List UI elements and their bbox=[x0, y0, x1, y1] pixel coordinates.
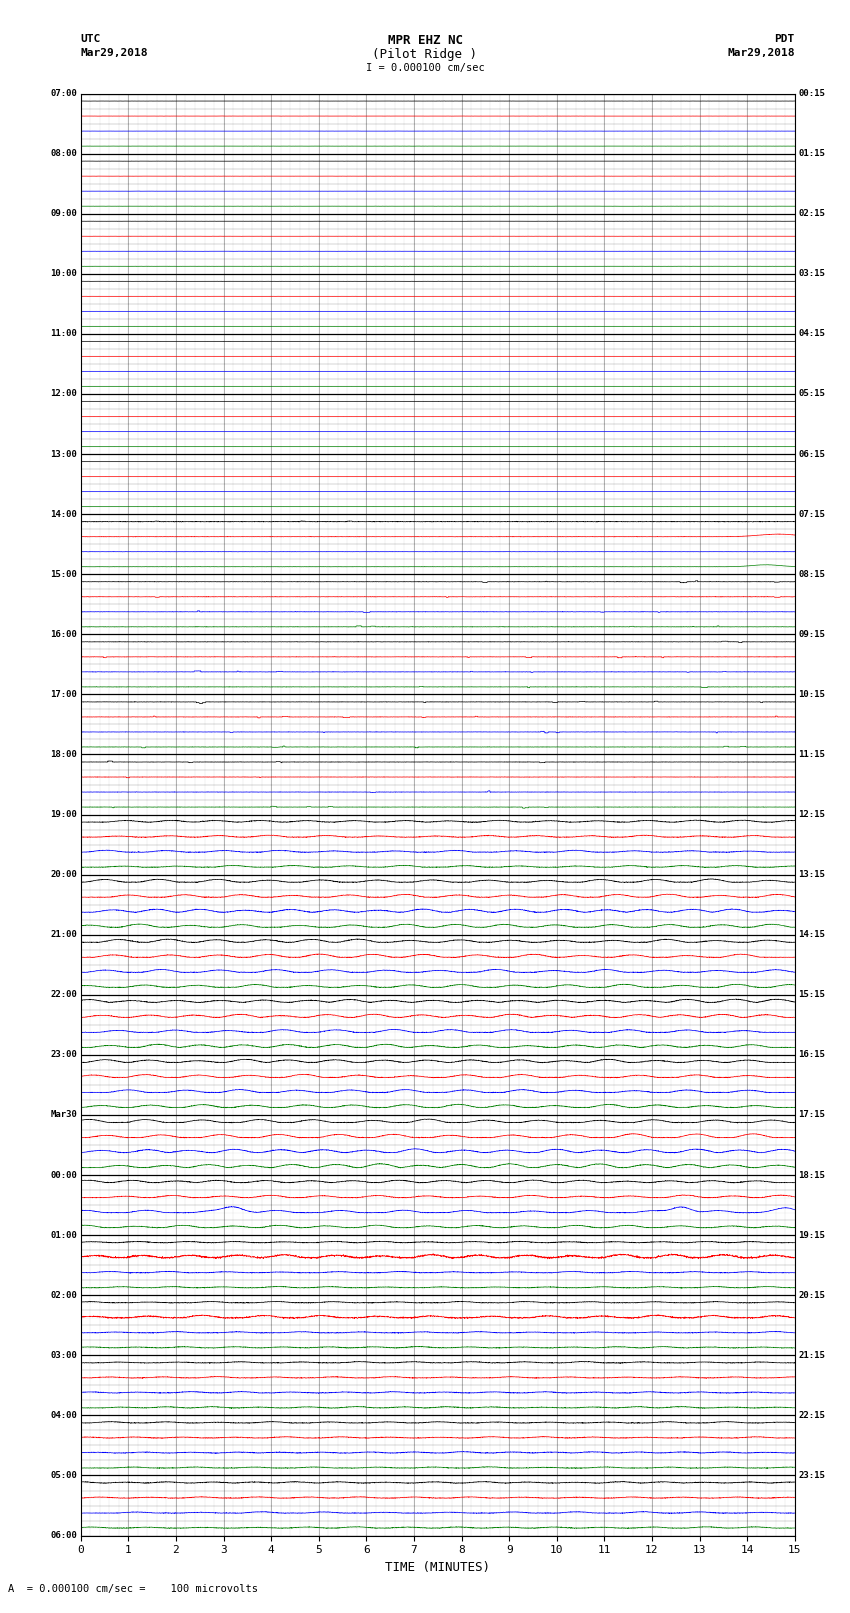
Text: 02:00: 02:00 bbox=[50, 1290, 77, 1300]
Text: 01:15: 01:15 bbox=[798, 148, 825, 158]
Text: UTC: UTC bbox=[81, 34, 101, 44]
Text: 22:15: 22:15 bbox=[798, 1411, 825, 1419]
X-axis label: TIME (MINUTES): TIME (MINUTES) bbox=[385, 1561, 490, 1574]
Text: 16:15: 16:15 bbox=[798, 1050, 825, 1060]
Text: 13:15: 13:15 bbox=[798, 869, 825, 879]
Text: 06:15: 06:15 bbox=[798, 450, 825, 458]
Text: 20:00: 20:00 bbox=[50, 869, 77, 879]
Text: 07:00: 07:00 bbox=[50, 89, 77, 98]
Text: 10:00: 10:00 bbox=[50, 269, 77, 279]
Text: 00:00: 00:00 bbox=[50, 1171, 77, 1179]
Text: 18:00: 18:00 bbox=[50, 750, 77, 760]
Text: 15:15: 15:15 bbox=[798, 990, 825, 1000]
Text: 09:15: 09:15 bbox=[798, 629, 825, 639]
Text: 04:15: 04:15 bbox=[798, 329, 825, 339]
Text: 19:15: 19:15 bbox=[798, 1231, 825, 1240]
Text: 01:00: 01:00 bbox=[50, 1231, 77, 1240]
Text: 10:15: 10:15 bbox=[798, 690, 825, 698]
Text: 14:00: 14:00 bbox=[50, 510, 77, 519]
Text: 22:00: 22:00 bbox=[50, 990, 77, 1000]
Text: 14:15: 14:15 bbox=[798, 931, 825, 939]
Text: 03:15: 03:15 bbox=[798, 269, 825, 279]
Text: MPR EHZ NC: MPR EHZ NC bbox=[388, 34, 462, 47]
Text: 13:00: 13:00 bbox=[50, 450, 77, 458]
Text: 12:00: 12:00 bbox=[50, 389, 77, 398]
Text: 23:15: 23:15 bbox=[798, 1471, 825, 1481]
Text: 11:15: 11:15 bbox=[798, 750, 825, 760]
Text: (Pilot Ridge ): (Pilot Ridge ) bbox=[372, 48, 478, 61]
Text: 15:00: 15:00 bbox=[50, 569, 77, 579]
Text: PDT: PDT bbox=[774, 34, 795, 44]
Text: 08:00: 08:00 bbox=[50, 148, 77, 158]
Text: 11:00: 11:00 bbox=[50, 329, 77, 339]
Text: Mar29,2018: Mar29,2018 bbox=[728, 48, 795, 58]
Text: 00:15: 00:15 bbox=[798, 89, 825, 98]
Text: 09:00: 09:00 bbox=[50, 210, 77, 218]
Text: 07:15: 07:15 bbox=[798, 510, 825, 519]
Text: 05:00: 05:00 bbox=[50, 1471, 77, 1481]
Text: 05:15: 05:15 bbox=[798, 389, 825, 398]
Text: 18:15: 18:15 bbox=[798, 1171, 825, 1179]
Text: 21:15: 21:15 bbox=[798, 1350, 825, 1360]
Text: 19:00: 19:00 bbox=[50, 810, 77, 819]
Text: Mar30: Mar30 bbox=[50, 1110, 77, 1119]
Text: 16:00: 16:00 bbox=[50, 629, 77, 639]
Text: 12:15: 12:15 bbox=[798, 810, 825, 819]
Text: 21:00: 21:00 bbox=[50, 931, 77, 939]
Text: I = 0.000100 cm/sec: I = 0.000100 cm/sec bbox=[366, 63, 484, 73]
Text: 03:00: 03:00 bbox=[50, 1350, 77, 1360]
Text: Mar29,2018: Mar29,2018 bbox=[81, 48, 148, 58]
Text: 02:15: 02:15 bbox=[798, 210, 825, 218]
Text: 23:00: 23:00 bbox=[50, 1050, 77, 1060]
Text: 04:00: 04:00 bbox=[50, 1411, 77, 1419]
Text: A  = 0.000100 cm/sec =    100 microvolts: A = 0.000100 cm/sec = 100 microvolts bbox=[8, 1584, 258, 1594]
Text: 17:00: 17:00 bbox=[50, 690, 77, 698]
Text: 06:00: 06:00 bbox=[50, 1531, 77, 1540]
Text: 20:15: 20:15 bbox=[798, 1290, 825, 1300]
Text: 17:15: 17:15 bbox=[798, 1110, 825, 1119]
Text: 08:15: 08:15 bbox=[798, 569, 825, 579]
